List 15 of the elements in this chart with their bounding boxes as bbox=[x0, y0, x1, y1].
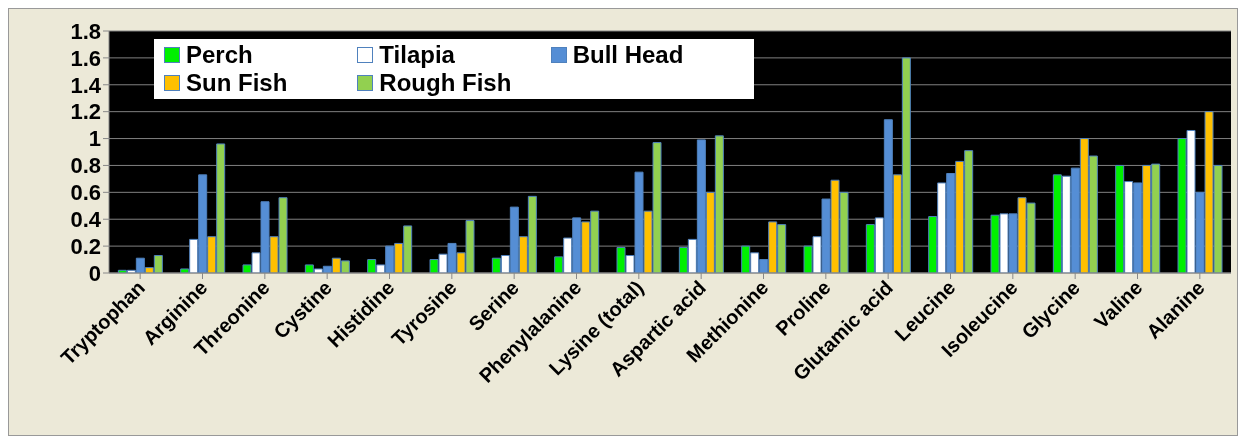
y-tick-label: 1 bbox=[88, 126, 101, 152]
legend-label: Rough Fish bbox=[379, 69, 512, 97]
legend-label: Perch bbox=[186, 41, 253, 69]
y-tick-label: 0.6 bbox=[70, 180, 101, 206]
y-tick-label: 1.2 bbox=[70, 99, 101, 125]
y-tick-label: 1.6 bbox=[70, 45, 101, 71]
y-tick-label: 1.4 bbox=[70, 72, 102, 98]
legend-label: Bull Head bbox=[572, 41, 684, 69]
legend-label: Tilapia bbox=[379, 41, 455, 69]
y-tick-label: 0.2 bbox=[70, 233, 101, 259]
y-tick-label: 0.8 bbox=[70, 153, 101, 179]
legend-label: Sun Fish bbox=[186, 69, 288, 97]
y-tick-label: 1.8 bbox=[70, 18, 101, 44]
y-tick-label: 0.4 bbox=[70, 207, 102, 233]
y-tick-label: 0 bbox=[88, 260, 101, 286]
